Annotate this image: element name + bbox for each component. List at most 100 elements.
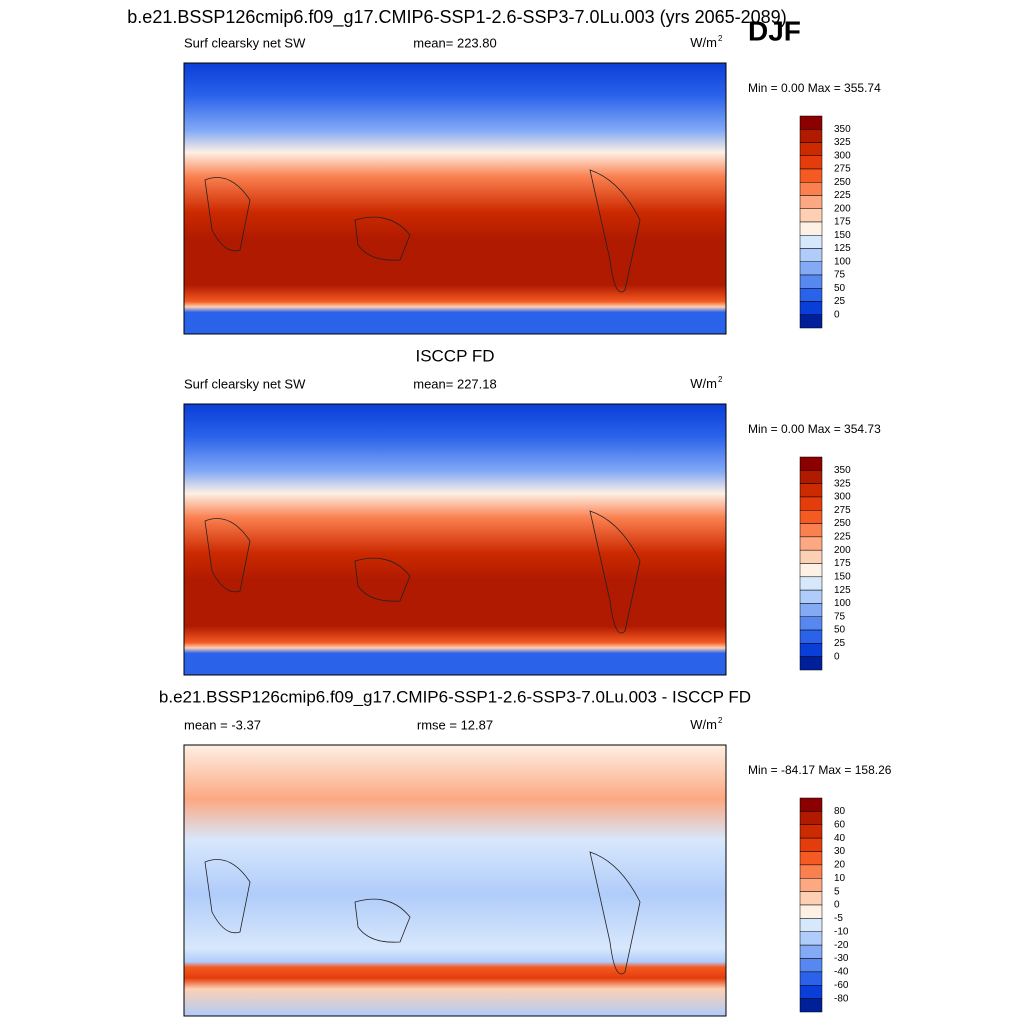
colorbar-box <box>799 456 823 471</box>
colorbar-label: 50 <box>834 625 846 636</box>
colorbar-label: 200 <box>834 545 851 556</box>
colorbar-box <box>799 904 823 919</box>
panel-left-label: mean = -3.37 <box>184 717 261 732</box>
colorbar-label: 350 <box>834 465 851 476</box>
colorbar-box <box>799 142 823 156</box>
colorbar-box <box>799 603 823 617</box>
colorbar-box <box>799 288 823 302</box>
colorbar-box <box>799 971 823 986</box>
colorbar-box <box>799 985 823 999</box>
colorbar-box <box>799 549 823 564</box>
colorbar-box <box>799 629 823 644</box>
colorbar-box <box>799 221 823 236</box>
colorbar-box <box>799 483 823 498</box>
colorbar-label: 125 <box>834 243 851 254</box>
units-exponent: 2 <box>718 375 723 384</box>
season: DJF <box>748 15 801 46</box>
colorbar-label: 60 <box>834 819 846 830</box>
panel-center-label: mean= 227.18 <box>413 376 496 391</box>
colorbar-label: 300 <box>834 150 851 161</box>
colorbar-label: 325 <box>834 137 851 148</box>
colorbar-label: 250 <box>834 177 851 188</box>
main-title: b.e21.BSSP126cmip6.f09_g17.CMIP6-SSP1-2.… <box>127 7 786 28</box>
colorbar-label: 100 <box>834 598 851 609</box>
colorbar-box <box>799 656 823 671</box>
colorbar-label: 225 <box>834 532 851 543</box>
colorbar-box <box>799 811 823 825</box>
panel-left-label: Surf clearsky net SW <box>184 376 306 391</box>
colorbar-box <box>799 891 823 906</box>
units-base: W/m <box>690 376 717 391</box>
colorbar-label: 225 <box>834 190 851 201</box>
colorbar-box <box>799 168 823 183</box>
colorbar-box <box>799 616 823 631</box>
colorbar-label: -20 <box>834 940 849 951</box>
colorbar-label: 0 <box>834 900 840 911</box>
colorbar-box <box>799 182 823 196</box>
colorbar-label: 100 <box>834 256 851 267</box>
colorbar-box <box>799 878 823 892</box>
colorbar-box <box>799 155 823 170</box>
colorbar-label: 30 <box>834 846 846 857</box>
colorbar-box <box>799 576 823 591</box>
colorbar-label: 20 <box>834 860 846 871</box>
units-base: W/m <box>690 717 717 732</box>
colorbar-box <box>799 536 823 551</box>
colorbar-label: -5 <box>834 913 843 924</box>
min-max: Min = 0.00 Max = 354.73 <box>748 422 881 436</box>
units: W/m <box>690 35 717 50</box>
colorbar-label: 275 <box>834 164 851 175</box>
colorbar-label: 50 <box>834 283 846 294</box>
colorbar-label: -40 <box>834 967 849 978</box>
colorbar-label: -80 <box>834 993 849 1004</box>
colorbar-box <box>799 235 823 249</box>
colorbar-label: 75 <box>834 270 846 281</box>
colorbar-box <box>799 824 823 839</box>
colorbar-label: -30 <box>834 953 849 964</box>
colorbar-box <box>799 851 823 866</box>
colorbar-box <box>799 944 823 959</box>
colorbar-label: 175 <box>834 558 851 569</box>
colorbar-label: -60 <box>834 980 849 991</box>
colorbar-box <box>799 208 823 223</box>
colorbar-label: 80 <box>834 806 846 817</box>
colorbar-label: 200 <box>834 203 851 214</box>
colorbar-box <box>799 274 823 289</box>
colorbar-label: 275 <box>834 505 851 516</box>
panel-title: ISCCP FD <box>415 346 494 365</box>
colorbar-label: 350 <box>834 124 851 135</box>
min-max: Min = 0.00 Max = 355.74 <box>748 81 881 95</box>
panel-center-label: rmse = 12.87 <box>417 717 493 732</box>
colorbar-box <box>799 931 823 946</box>
units: W/m <box>690 717 717 732</box>
colorbar-label: 25 <box>834 638 846 649</box>
units: W/m <box>690 376 717 391</box>
colorbar-box <box>799 864 823 879</box>
colorbar-label: 75 <box>834 611 846 622</box>
colorbar-label: 325 <box>834 478 851 489</box>
colorbar-box <box>799 918 823 932</box>
units-base: W/m <box>690 35 717 50</box>
colorbar-label: 300 <box>834 492 851 503</box>
colorbar-label: 40 <box>834 833 846 844</box>
panel-title: b.e21.BSSP126cmip6.f09_g17.CMIP6-SSP1-2.… <box>159 687 751 706</box>
coastlines <box>204 169 641 975</box>
units-exponent: 2 <box>718 716 723 725</box>
colorbar-box <box>799 195 823 209</box>
colorbar-box <box>799 998 823 1013</box>
colorbar-label: 150 <box>834 230 851 241</box>
colorbar-box <box>799 301 823 315</box>
colorbar-box <box>799 523 823 538</box>
colorbar-label: 0 <box>834 651 840 662</box>
panel-center-label: mean= 223.80 <box>413 35 496 50</box>
colorbar-box <box>799 958 823 973</box>
colorbar-box <box>799 314 823 329</box>
colorbar-label: 5 <box>834 886 840 897</box>
colorbar-label: 25 <box>834 296 846 307</box>
colorbar-box <box>799 470 823 484</box>
colorbar-box <box>799 129 823 143</box>
colorbar-box <box>799 261 823 276</box>
colorbar-label: 10 <box>834 873 846 884</box>
